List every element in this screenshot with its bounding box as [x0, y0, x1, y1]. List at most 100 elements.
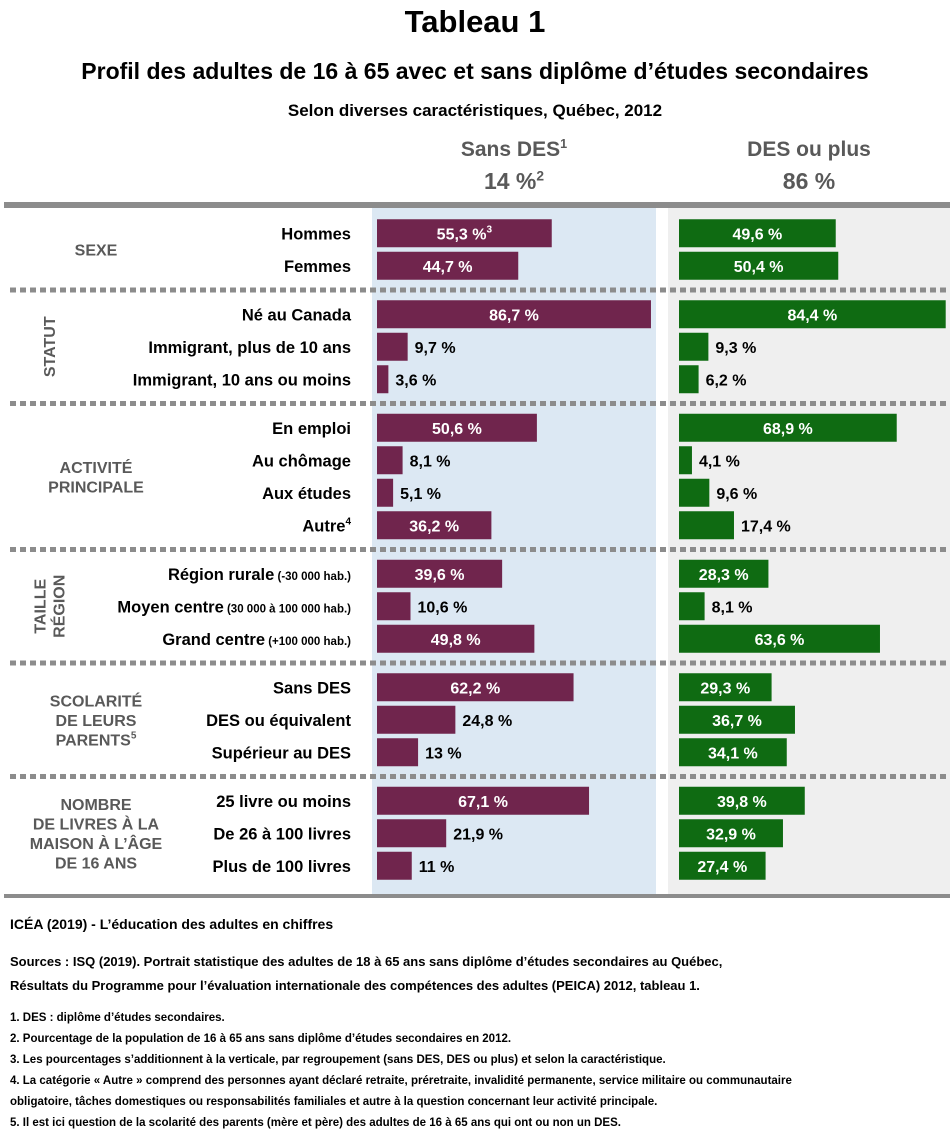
- group-label: TAILLE: [32, 579, 49, 634]
- group-label: PRINCIPALE: [48, 479, 144, 496]
- left-bar-label: 21,9 %: [453, 826, 503, 843]
- right-bar-label: 32,9 %: [706, 826, 756, 843]
- right-bar-label: 8,1 %: [712, 599, 753, 616]
- right-bar: [679, 819, 783, 848]
- row-label: Immigrant, plus de 10 ans: [148, 339, 351, 357]
- right-bar-label: 36,7 %: [712, 713, 762, 730]
- right-bar-label: 28,3 %: [699, 567, 749, 584]
- right-column-name: DES ou plus: [747, 138, 871, 161]
- right-bar-label: 17,4 %: [741, 518, 791, 535]
- left-bar: [377, 786, 590, 815]
- right-column-percent: 86 %: [782, 168, 836, 194]
- right-bar-label: 49,6 %: [732, 226, 782, 243]
- row-label: DES ou équivalent: [206, 712, 351, 730]
- left-bar-label: 5,1 %: [400, 486, 441, 503]
- left-bar: [377, 705, 456, 734]
- footnotes: 1. DES : diplôme d’études secondaires. 2…: [10, 1008, 792, 1134]
- right-bar-label: 6,2 %: [706, 372, 747, 389]
- left-bar: [377, 559, 503, 588]
- row-label: Autre4: [302, 516, 351, 535]
- group-label: PARENTS5: [56, 730, 137, 749]
- row-label: Moyen centre (30 000 à 100 000 hab.): [117, 598, 351, 616]
- left-bar-label: 62,2 %: [450, 680, 500, 697]
- right-bar: [679, 413, 897, 442]
- right-bar-label: 63,6 %: [755, 632, 805, 649]
- right-bar: [679, 851, 766, 880]
- left-bar-label: 9,7 %: [415, 340, 456, 357]
- left-bar: [377, 251, 519, 280]
- left-bar: [377, 851, 412, 880]
- footnote-ref-1: 1: [560, 137, 568, 151]
- right-bar: [679, 251, 839, 280]
- left-bar-label: 36,2 %: [409, 518, 459, 535]
- left-bar-label: 86,7 %: [489, 307, 539, 324]
- footnote-4-continued: obligatoire, tâches domestiques ou respo…: [10, 1096, 658, 1108]
- footnote-ref-2: 2: [536, 168, 545, 184]
- row-label: De 26 à 100 livres: [213, 825, 351, 843]
- table-title: Tableau 1: [404, 4, 546, 39]
- row-label: Grand centre (+100 000 hab.): [162, 631, 351, 649]
- right-bar-label: 68,9 %: [763, 421, 813, 438]
- left-bar: [377, 365, 389, 394]
- left-bar: [377, 673, 574, 702]
- row-label: Supérieur au DES: [212, 744, 351, 762]
- row-label: Au chômage: [252, 452, 351, 470]
- left-bar-label: 44,7 %: [423, 259, 473, 276]
- left-bar-label: 49,8 %: [431, 632, 481, 649]
- right-bar-label: 39,8 %: [717, 794, 767, 811]
- group-label: DE 16 ANS: [55, 856, 137, 873]
- sources-line-2: Résultats du Programme pour l’évaluation…: [10, 978, 700, 993]
- row-label: Sans DES: [273, 679, 351, 697]
- right-bar-label: 9,6 %: [716, 486, 757, 503]
- right-bar-label: 34,1 %: [708, 745, 758, 762]
- left-bar: [377, 413, 537, 442]
- left-bar-label: 55,3 %3: [437, 224, 493, 243]
- group-label: ACTIVITÉ: [60, 458, 133, 477]
- right-bar-label: 29,3 %: [700, 680, 750, 697]
- footnote-4: 4. La catégorie « Autre » comprend des p…: [10, 1075, 792, 1087]
- left-bar-label: 50,6 %: [432, 421, 482, 438]
- left-bar-label: 39,6 %: [415, 567, 465, 584]
- left-bar: [377, 738, 419, 767]
- left-column-name: Sans DES1: [460, 137, 568, 161]
- right-column-header: DES ou plus 86 %: [668, 138, 950, 195]
- row-label: Aux études: [262, 485, 351, 503]
- row-label: Région rurale (-30 000 hab.): [168, 566, 351, 584]
- left-bar-label: 24,8 %: [462, 713, 512, 730]
- left-bar: [377, 446, 403, 475]
- right-bar: [679, 511, 734, 540]
- right-bar-label: 4,1 %: [699, 453, 740, 470]
- sources-block: Sources : ISQ (2019). Portrait statistiq…: [10, 950, 722, 998]
- right-bar: [679, 478, 710, 507]
- row-label: Né au Canada: [242, 306, 352, 324]
- left-bar-label: 10,6 %: [417, 599, 467, 616]
- right-bar: [679, 592, 705, 621]
- group-label: DE LIVRES À LA: [33, 815, 160, 834]
- right-bar: [679, 738, 787, 767]
- left-bar: [377, 219, 552, 248]
- table-subtitle: Profil des adultes de 16 à 65 avec et sa…: [81, 58, 869, 84]
- left-bar-label: 67,1 %: [458, 794, 508, 811]
- left-bar-label: 3,6 %: [395, 372, 436, 389]
- row-label: Hommes: [281, 225, 351, 243]
- left-column-header: Sans DES1 14 %2: [372, 138, 656, 195]
- row-label: Immigrant, 10 ans ou moins: [133, 371, 351, 389]
- right-bar: [679, 559, 769, 588]
- right-bar: [679, 332, 709, 361]
- group-label: NOMBRE: [60, 797, 131, 814]
- footnote-1: 1. DES : diplôme d’études secondaires.: [10, 1012, 225, 1024]
- right-bar: [679, 673, 772, 702]
- group-label: STATUT: [42, 316, 59, 377]
- group-label: SEXE: [75, 243, 118, 260]
- footnote-5: 5. Il est ici question de la scolarité d…: [10, 1117, 621, 1129]
- right-bar: [679, 705, 795, 734]
- left-bar: [377, 300, 651, 329]
- left-bar: [377, 478, 394, 507]
- right-bar-label: 27,4 %: [697, 859, 747, 876]
- row-label: Plus de 100 livres: [212, 858, 351, 876]
- table-subtitle-2: Selon diverses caractéristiques, Québec,…: [287, 101, 663, 120]
- right-bar: [679, 300, 946, 329]
- left-bar-label: 11 %: [419, 859, 455, 876]
- left-bar: [377, 819, 447, 848]
- right-bar-label: 50,4 %: [734, 259, 784, 276]
